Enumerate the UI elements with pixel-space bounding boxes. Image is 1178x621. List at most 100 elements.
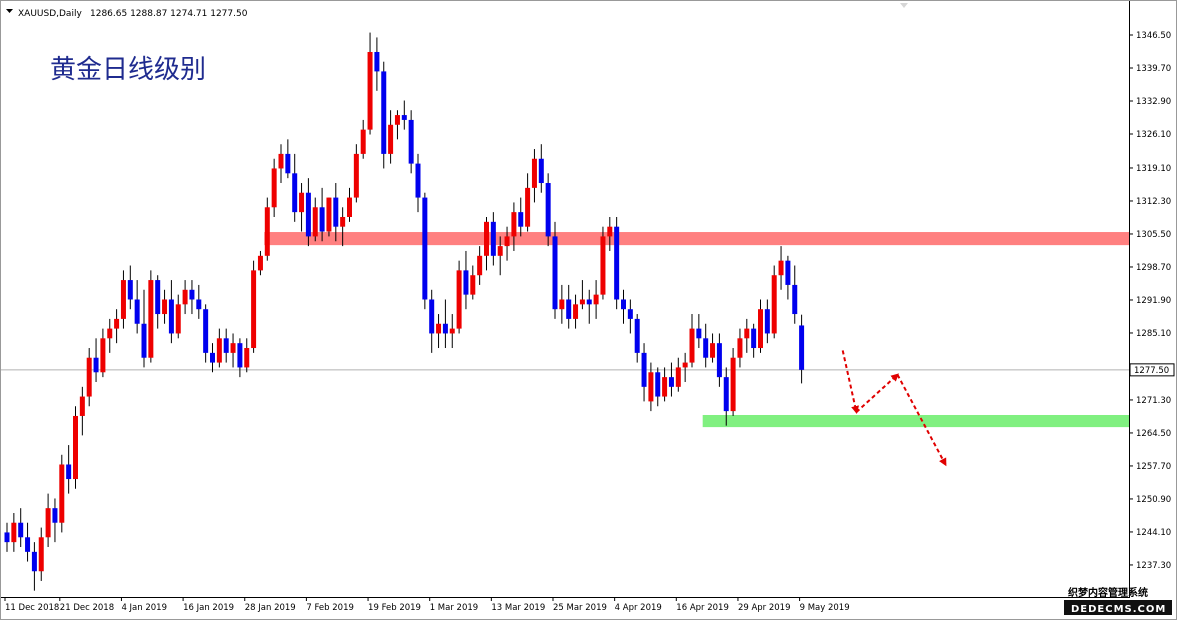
- projection-arrow: [896, 374, 947, 467]
- candle: [210, 343, 215, 373]
- candle-body: [340, 216, 346, 227]
- candle: [621, 289, 626, 324]
- candle-body: [401, 115, 407, 120]
- candle: [312, 197, 318, 242]
- candle: [285, 139, 291, 179]
- candle-body: [107, 328, 113, 339]
- candle-body: [538, 158, 544, 184]
- symbol-label: XAUUSD,Daily: [18, 9, 82, 19]
- candle: [662, 367, 668, 402]
- candle-body: [463, 270, 469, 295]
- candle-body: [251, 270, 257, 349]
- candle-body: [210, 352, 215, 363]
- x-tick-label: 4 Apr 2019: [615, 603, 662, 613]
- dropdown-triangle-icon[interactable]: [6, 9, 13, 13]
- current-price-label: 1277.50: [1129, 363, 1175, 377]
- candle: [175, 294, 181, 339]
- candle: [114, 309, 120, 344]
- candle: [771, 265, 777, 339]
- candle-body: [484, 221, 489, 256]
- candle-body: [703, 338, 709, 358]
- candle: [703, 323, 709, 368]
- x-tick-label: 7 Feb 2019: [306, 603, 354, 613]
- y-tick-label: 1339.70: [1136, 64, 1171, 74]
- candle: [381, 61, 387, 169]
- candle-body: [771, 275, 777, 334]
- candle-body: [45, 508, 51, 538]
- candles-layer: [4, 32, 805, 591]
- candle-body: [52, 508, 58, 523]
- x-tick-label: 9 May 2019: [800, 603, 850, 613]
- candle-body: [648, 372, 654, 402]
- candle: [374, 37, 380, 91]
- candle: [45, 493, 51, 547]
- candle: [634, 314, 640, 363]
- candle-body: [285, 153, 291, 174]
- candle-body: [710, 343, 716, 358]
- candle: [429, 289, 435, 353]
- candle-body: [333, 197, 339, 227]
- y-tick-label: 1264.50: [1136, 429, 1171, 439]
- candle: [477, 246, 483, 285]
- y-tick-label: 1332.90: [1136, 97, 1171, 107]
- y-tick-label: 1291.90: [1136, 296, 1171, 306]
- candle: [710, 333, 716, 363]
- candle-body: [559, 299, 565, 310]
- candle-body: [408, 119, 414, 164]
- chart-overlay-title: 黄金日线级别: [50, 55, 206, 85]
- candle-body: [93, 357, 99, 373]
- candle-body: [73, 415, 78, 480]
- candle: [278, 144, 284, 184]
- candle: [422, 192, 428, 310]
- candle: [408, 110, 414, 174]
- x-tick-label: 16 Jan 2019: [183, 603, 234, 613]
- candle: [11, 513, 17, 552]
- candle: [792, 265, 798, 324]
- candle-body: [189, 289, 195, 300]
- x-tick-label: 16 Apr 2019: [676, 603, 729, 613]
- candle-body: [723, 377, 729, 412]
- candle: [59, 454, 65, 533]
- y-tick-label: 1250.90: [1136, 495, 1171, 505]
- candle-body: [593, 294, 599, 305]
- candle-body: [175, 304, 181, 334]
- candle-body: [367, 51, 373, 130]
- candle: [600, 226, 606, 300]
- candle: [388, 110, 394, 164]
- candle: [162, 289, 168, 324]
- candle-body: [497, 246, 503, 256]
- candle: [93, 338, 99, 382]
- candle: [155, 275, 161, 329]
- candle-body: [641, 352, 647, 387]
- candle: [18, 508, 24, 547]
- candle-body: [525, 187, 531, 227]
- candle-body: [449, 328, 455, 334]
- candle-body: [278, 153, 284, 169]
- y-tick-label: 1298.70: [1136, 263, 1171, 273]
- candle-body: [764, 309, 770, 334]
- candle-body: [230, 343, 236, 353]
- x-tick-label: 29 Apr 2019: [738, 603, 791, 613]
- candle-body: [511, 212, 517, 237]
- candle: [511, 202, 517, 251]
- candle-body: [134, 299, 140, 324]
- candle: [799, 314, 805, 384]
- candle: [538, 144, 544, 193]
- candle: [168, 280, 174, 344]
- x-tick-label: 19 Feb 2019: [368, 603, 421, 613]
- y-tick-label: 1271.30: [1136, 396, 1171, 406]
- candle-body: [127, 280, 133, 300]
- candle: [401, 100, 407, 130]
- candle: [73, 406, 78, 489]
- candle-body: [319, 207, 325, 232]
- candle: [299, 183, 305, 232]
- candle-body: [100, 338, 106, 373]
- candle: [764, 299, 770, 344]
- candle: [360, 119, 366, 159]
- candle-body: [429, 299, 435, 334]
- candle-body: [422, 197, 428, 300]
- candle-body: [347, 197, 352, 217]
- candle: [4, 522, 10, 552]
- candle: [668, 362, 674, 397]
